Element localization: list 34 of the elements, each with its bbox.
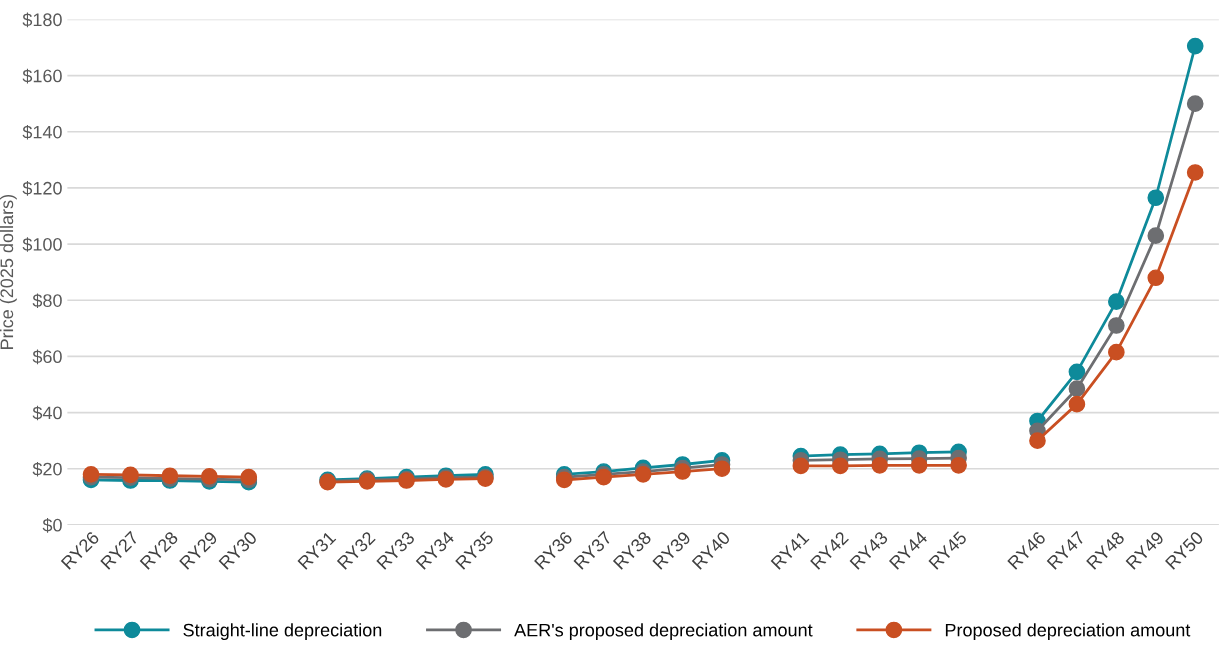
point [831,457,849,475]
point [910,457,928,474]
point [1186,95,1204,113]
y-tick-label: $140 [22,124,62,140]
point [1147,189,1165,207]
point [713,460,731,478]
y-tick-label: $20 [32,461,62,477]
point [674,463,691,480]
point [1147,227,1165,244]
point [1186,37,1204,55]
point [1108,317,1125,334]
y-tick-label: $0 [42,518,62,533]
point [871,457,889,474]
point [1108,343,1125,361]
point [1147,269,1165,287]
y-tick-label: $100 [22,237,62,252]
y-tick-label: $60 [32,349,62,365]
point [950,457,967,474]
y-tick-label: $40 [32,405,62,421]
y-axis-title: Price (2025 dollars) [0,195,17,349]
point [1068,363,1086,381]
point [1029,432,1046,449]
legend-label: Proposed depreciation amount [945,623,1191,641]
y-tick-label: $120 [22,181,62,196]
y-tick-label: $160 [22,68,62,84]
point [1186,164,1204,181]
point [1068,380,1086,398]
point [1108,293,1125,310]
legend-label: Straight-line depreciation [183,623,382,641]
y-tick-label: $180 [22,12,62,28]
point [1068,395,1086,413]
point [792,457,810,475]
legend-label: AER's proposed depreciation amount [514,623,813,641]
y-tick-label: $80 [32,293,62,309]
